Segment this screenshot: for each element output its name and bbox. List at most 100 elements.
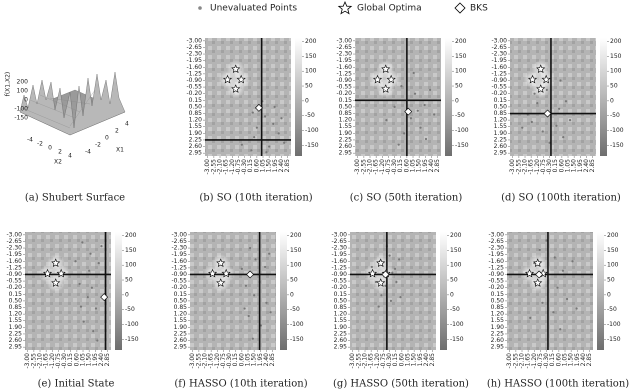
unevaluated-point — [263, 265, 267, 269]
global-optimum — [56, 268, 66, 278]
colorbar-tick-label: -100 — [125, 321, 139, 328]
unevaluated-point — [254, 258, 257, 261]
colorbar-tick-label: 100 — [305, 68, 317, 75]
y-tick-label: -0.90 — [331, 271, 347, 278]
x-tick-label: 1.05 — [562, 353, 569, 367]
colorbar-tick-label: 50 — [455, 83, 463, 90]
global-optimum — [536, 64, 546, 74]
y-tick-label: -2 — [95, 142, 101, 149]
x-tick-label: -2.10 — [519, 353, 526, 369]
y-tick-label: 2.25 — [339, 136, 353, 143]
unevaluated-point — [90, 286, 93, 289]
colorbar-tick-label: -50 — [607, 306, 617, 313]
x-tick-label: -0.75 — [220, 353, 227, 369]
unevaluated-point — [269, 311, 272, 314]
y-tick-label: -1.25 — [488, 264, 504, 271]
x-tick-label: 1.50 — [266, 159, 273, 173]
x-tick-label: -1.20 — [214, 353, 221, 369]
x-tick-label: -4 — [27, 137, 33, 144]
legend-diamond-icon — [454, 2, 466, 14]
y-tick-label: 2.25 — [491, 330, 505, 337]
unevaluated-point — [399, 296, 402, 299]
y-tick-label: -2.30 — [336, 51, 352, 58]
unevaluated-point — [558, 107, 561, 110]
y-tick-label: 1.20 — [339, 117, 353, 124]
colorbar-tick-label: 0 — [125, 291, 129, 298]
y-tick-label: -0.55 — [491, 84, 507, 91]
x-tick-label: 2.40 — [263, 353, 270, 367]
x-tick-label: 2.40 — [98, 353, 105, 367]
y-tick-label: 1.90 — [9, 324, 23, 331]
x-tick-label: -2.55 — [360, 159, 367, 175]
x-tick-label: 1.95 — [574, 353, 581, 367]
x-tick-label: -1.20 — [49, 353, 56, 369]
global-optimum — [386, 74, 396, 84]
colorbar-tick-label: 0 — [305, 97, 309, 104]
heatmap — [205, 38, 291, 156]
colorbar-tick-label: -150 — [290, 336, 304, 343]
colorbar-tick-label: 200 — [305, 38, 317, 45]
y-tick-label: -0.20 — [331, 284, 347, 291]
heatmap-panel: -3.00 -2.55 -2.10 -1.65 -1.20 -0.75 -0.30 0.15 0… — [336, 37, 468, 203]
y-tick-label: 1.90 — [494, 130, 508, 137]
y-tick-label: -3.00 — [488, 231, 504, 238]
colorbar — [445, 38, 452, 156]
global-optimum — [51, 278, 61, 287]
x-tick-label: -0.30 — [391, 159, 398, 175]
y-tick-label: 0.15 — [491, 291, 505, 298]
y-tick-label: -0.20 — [491, 90, 507, 97]
unevaluated-point — [377, 305, 380, 308]
y-axis-label: X1 — [116, 147, 124, 154]
unevaluated-point — [253, 136, 256, 139]
y-tick-label: -2.65 — [336, 44, 352, 51]
y-tick-label: 0.15 — [494, 97, 508, 104]
caption: (h) HASSO (100th iteration) — [487, 379, 629, 390]
y-tick-label: 1.20 — [9, 311, 23, 318]
y-tick-label: -0.90 — [6, 271, 22, 278]
y-tick-label: 0.85 — [9, 304, 23, 311]
y-tick-label: 0.15 — [339, 97, 353, 104]
unevaluated-point — [575, 307, 578, 310]
colorbar-tick-label: 50 — [125, 277, 133, 284]
x-tick-label: 0 — [48, 145, 52, 152]
unevaluated-point — [384, 284, 387, 287]
bks-marker — [404, 107, 413, 116]
colorbar — [597, 232, 604, 350]
y-tick-label: 0.50 — [9, 297, 23, 304]
colorbar-tick-label: 100 — [455, 68, 467, 75]
y-tick-label: 2.95 — [334, 344, 348, 351]
caption: (a) Shubert Surface — [25, 193, 125, 204]
y-tick-label: 0.85 — [491, 304, 505, 311]
global-optimum — [372, 74, 383, 84]
x-tick-label: 1.50 — [251, 353, 258, 367]
unevaluated-point — [545, 239, 548, 242]
global-optimum — [216, 258, 226, 268]
x-tick-label: -3.00 — [189, 353, 196, 369]
global-optimum — [536, 84, 546, 93]
y-tick-label: 2.95 — [494, 150, 508, 157]
y-tick-label: 1.55 — [494, 123, 508, 130]
y-tick-label: -2.30 — [491, 51, 507, 58]
y-tick-label: 0 — [105, 135, 109, 142]
y-tick-label: -4 — [85, 149, 91, 156]
global-optimum — [541, 74, 551, 84]
y-tick-label: -0.90 — [336, 77, 352, 84]
unevaluated-point — [559, 79, 562, 82]
y-tick-label: -0.90 — [488, 271, 504, 278]
x-tick-label: 1.95 — [272, 159, 279, 173]
y-tick-label: 1.90 — [491, 324, 505, 331]
colorbar-tick-label: 0 — [450, 291, 454, 298]
y-tick-label: -2.30 — [6, 245, 22, 252]
unevaluated-point — [565, 297, 569, 301]
y-tick-label: 0.15 — [174, 291, 188, 298]
unevaluated-point — [74, 260, 77, 263]
unevaluated-point — [391, 271, 394, 274]
unevaluated-point — [521, 126, 524, 129]
x-tick-label: 2.40 — [583, 159, 590, 173]
y-tick-label: -0.20 — [336, 90, 352, 97]
global-optimum — [236, 74, 246, 84]
colorbar-tick-label: 150 — [450, 247, 462, 254]
unevaluated-point — [283, 141, 286, 144]
x-tick-label: -0.30 — [61, 353, 68, 369]
